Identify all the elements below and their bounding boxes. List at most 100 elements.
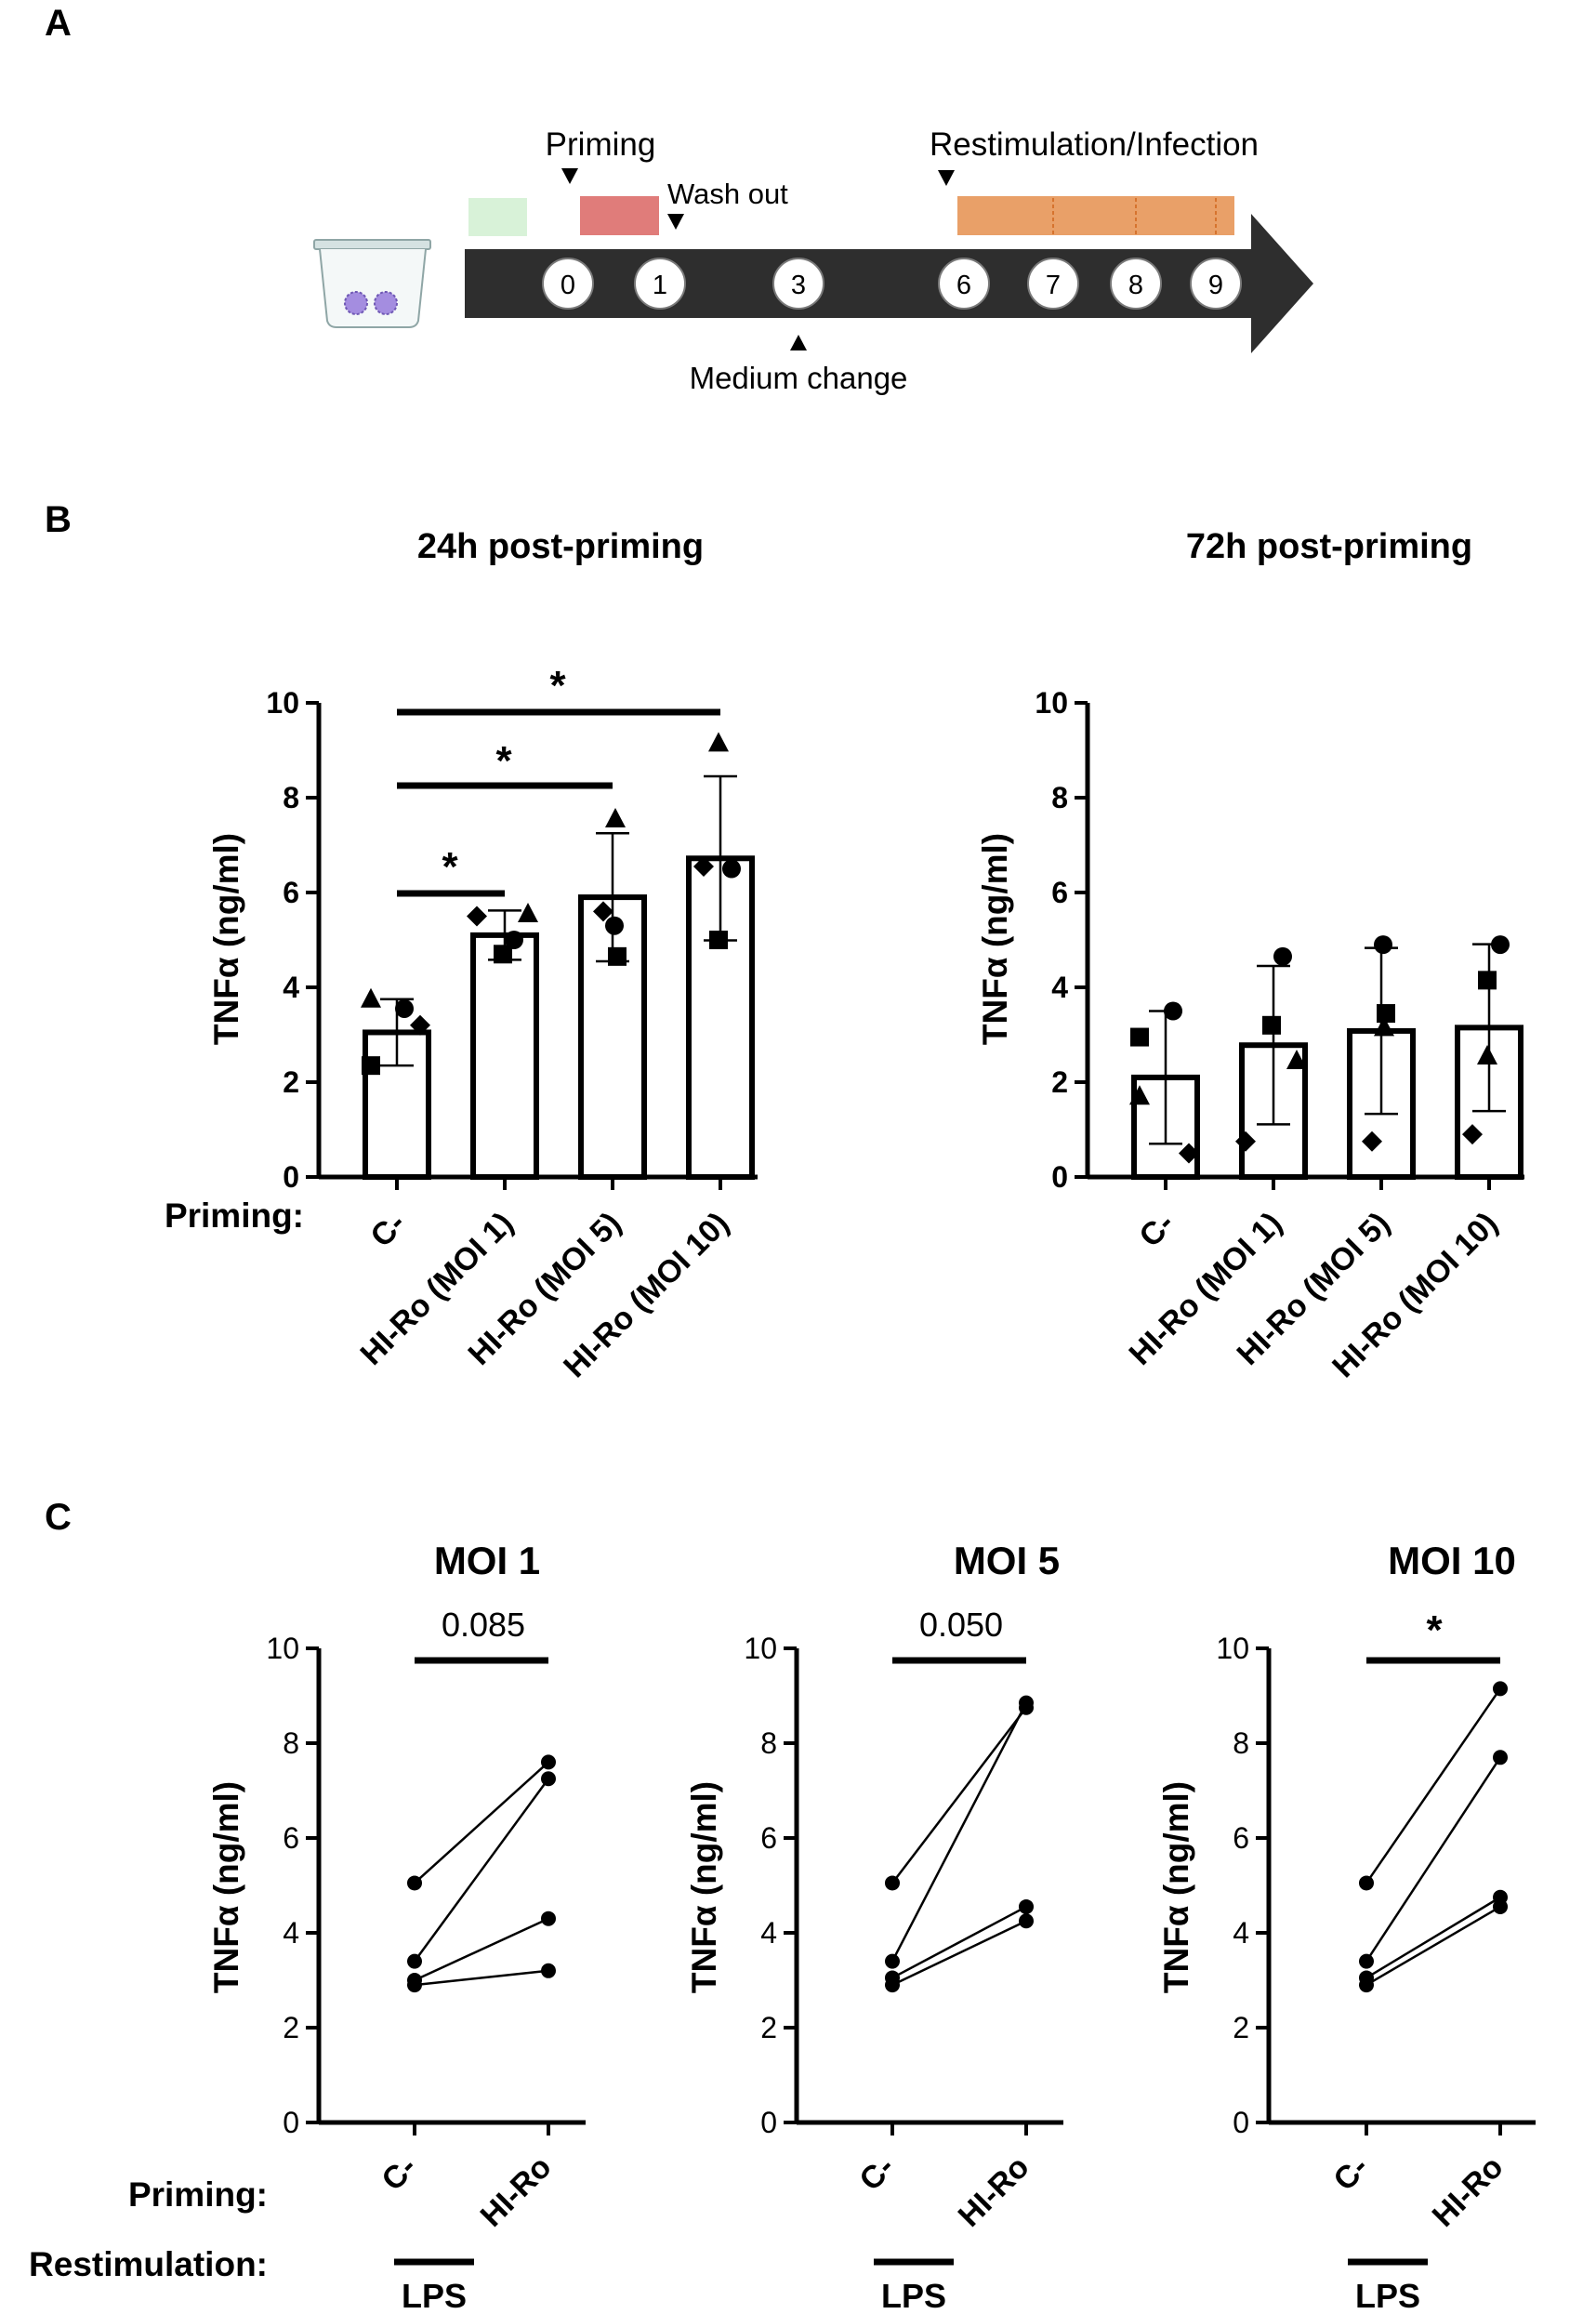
y-tick-label: 10 (266, 686, 299, 720)
day-label: 9 (1208, 271, 1223, 300)
wash-out-marker-icon (667, 214, 684, 230)
pair-line (890, 1702, 1028, 1963)
lps-label: LPS (881, 2277, 946, 2314)
data-point-circle (722, 859, 741, 879)
data-point-diamond (1362, 1131, 1382, 1152)
data-point-circle (1374, 935, 1392, 955)
data-point (885, 1953, 900, 1969)
priming-bar (580, 196, 659, 235)
day-marker: 9 (1190, 258, 1242, 310)
data-point (541, 1963, 556, 1978)
paired-chart-moi5: MOI 5 0.050 TNFα (ng/ml) 0 2 4 6 8 10 C-… (685, 1539, 1063, 2314)
pair-line (413, 1778, 550, 1963)
day-marker: 0 (542, 258, 594, 310)
data-point (1493, 1750, 1508, 1765)
data-point-diamond (593, 901, 613, 922)
data-point-square (709, 931, 728, 949)
data-point (1493, 1898, 1508, 1914)
y-tick-label: 2 (760, 2011, 777, 2044)
data-point-triangle (361, 987, 381, 1008)
y-tick-label: 4 (283, 971, 299, 1004)
y-tick-label: 0 (1233, 2106, 1249, 2139)
y-axis-label: TNFα (ng/ml) (685, 1781, 723, 1993)
culture-well-icon (313, 239, 431, 328)
data-point-triangle (1286, 1050, 1307, 1070)
y-tick-label: 4 (760, 1916, 777, 1950)
chart-title: MOI 5 (954, 1539, 1060, 1582)
y-tick-label: 6 (283, 1821, 299, 1855)
y-axis-label: TNFα (ng/ml) (1157, 1781, 1195, 1993)
y-tick-label: 6 (1233, 1821, 1249, 1855)
data-point-diamond (467, 906, 487, 927)
day-marker: 1 (634, 258, 686, 310)
data-point-square (362, 1056, 380, 1076)
x-tick-label: HI-Ro (474, 2149, 559, 2234)
y-tick-label: 10 (1035, 686, 1068, 720)
panel-label-c: C (45, 1497, 72, 1538)
y-axis-label: TNFα (ng/ml) (976, 833, 1014, 1045)
data-point (1019, 1913, 1034, 1929)
pre-culture-bar (468, 198, 527, 236)
y-axis-label: TNFα (ng/ml) (207, 1781, 245, 1993)
y-tick-label: 2 (1051, 1065, 1068, 1099)
y-tick-label: 2 (283, 2011, 299, 2044)
y-tick-label: 8 (760, 1726, 777, 1760)
data-point-square (608, 946, 627, 966)
data-point-triangle (708, 732, 729, 752)
data-point (407, 1875, 422, 1891)
data-point (885, 1875, 900, 1891)
y-tick-label: 0 (760, 2106, 777, 2139)
data-point-square (1262, 1015, 1281, 1035)
panel-label-a: A (45, 3, 72, 44)
data-point (541, 1911, 556, 1926)
x-tick-label: C- (852, 2149, 901, 2198)
lps-label: LPS (402, 2277, 467, 2314)
data-point-circle (1164, 1001, 1182, 1021)
p-value-label: 0.085 (442, 1606, 525, 1644)
x-tick-label: HI-Ro (952, 2149, 1036, 2234)
priming-marker-icon (561, 168, 578, 184)
priming-row-label: Priming: (165, 1197, 304, 1235)
day-label: 7 (1046, 271, 1061, 300)
significance-label: * (1426, 1607, 1443, 1653)
data-point (1493, 1681, 1508, 1697)
y-tick-label: 2 (1233, 2011, 1249, 2044)
bar-chart-72h: 72h post-priming TNFα (ng/ml) 0 2 4 6 8 … (976, 527, 1524, 1384)
data-point-triangle (518, 902, 538, 922)
priming-event-label: Priming (546, 126, 656, 163)
pair-line (891, 1920, 1027, 1987)
data-point (1359, 1953, 1374, 1969)
data-point (407, 1977, 422, 1993)
pair-line (891, 1905, 1027, 1979)
data-point (541, 1754, 556, 1770)
pair-line (891, 1706, 1027, 1884)
bar-chart-24h: 24h post-priming TNFα (ng/ml) 0 2 4 6 8 … (165, 527, 758, 1384)
pair-line (1365, 1905, 1501, 1987)
data-point-diamond (1179, 1143, 1199, 1164)
y-tick-label: 10 (1216, 1632, 1249, 1665)
y-tick-label: 0 (1051, 1160, 1068, 1194)
x-tick-label: HI-Ro (1426, 2149, 1510, 2234)
y-axis-label: TNFα (ng/ml) (207, 833, 245, 1045)
pair-line (414, 1761, 549, 1884)
y-tick-label: 2 (283, 1065, 299, 1099)
day-marker: 6 (938, 258, 990, 310)
y-tick-label: 8 (283, 781, 299, 814)
significance-label: * (495, 738, 512, 784)
timeline-arrow (465, 214, 1313, 353)
data-point-diamond (1235, 1131, 1256, 1152)
pair-line (414, 1917, 549, 1982)
x-tick-label: C- (1326, 2149, 1375, 2198)
y-tick-label: 8 (283, 1726, 299, 1760)
data-point (541, 1771, 556, 1787)
pair-line (1365, 1896, 1501, 1979)
data-point-circle (395, 998, 414, 1018)
day-label: 1 (653, 271, 667, 300)
y-tick-label: 4 (283, 1916, 299, 1950)
data-point-diamond (693, 855, 714, 877)
data-point-circle (1273, 946, 1292, 966)
y-tick-label: 10 (266, 1632, 299, 1665)
restimulation-row-label: Restimulation: (29, 2245, 268, 2283)
y-tick-label: 0 (283, 2106, 299, 2139)
data-point (1019, 1898, 1034, 1914)
